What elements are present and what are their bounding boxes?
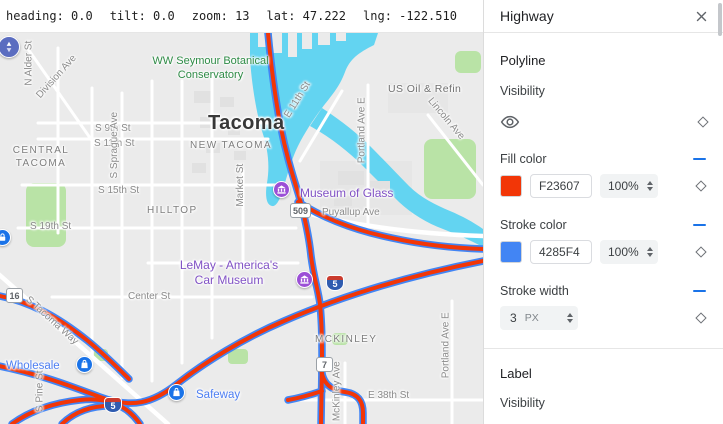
fill-opacity-stepper[interactable]: 100%	[600, 174, 658, 198]
stepper-arrows-icon[interactable]	[647, 181, 653, 191]
fill-color-hex-input[interactable]	[530, 174, 592, 198]
fill-color-label: Fill color	[500, 152, 547, 166]
stroke-width-remove-dash-icon[interactable]	[693, 289, 706, 293]
stroke-width-value: 3	[510, 311, 517, 325]
panel-title: Highway	[500, 8, 554, 24]
map-poi-shop-icon[interactable]	[76, 356, 93, 373]
label-visibility-label: Visibility	[500, 396, 545, 410]
map-label-museum[interactable]: LeMay - America's Car Museum	[179, 258, 279, 287]
stroke-opacity-stepper[interactable]: 100%	[600, 240, 658, 264]
map-label-street: S Tacoma Way	[23, 294, 81, 348]
streets-layer	[0, 46, 483, 424]
map-label-shop[interactable]: Safeway	[196, 389, 241, 401]
map-base-layers	[0, 33, 483, 424]
map-label-street: S 9th St	[95, 123, 131, 134]
map-label-district: HILLTOP	[147, 205, 198, 216]
panel-scrollbar[interactable]	[718, 3, 722, 36]
section-divider	[484, 348, 723, 349]
highway-shield: 5	[326, 275, 344, 291]
map-labels: WW Seymour Botanical Conservatory Tacoma N…	[0, 33, 483, 424]
visibility-inherit-diamond-icon[interactable]	[697, 116, 709, 128]
map-label-street: Division Ave	[34, 52, 79, 101]
highway-shield: 16	[6, 288, 23, 303]
map-label-street: S Pine St	[34, 370, 46, 413]
map-label-city: Tacoma	[208, 112, 285, 134]
map-label-street: Portland Ave E	[440, 312, 452, 379]
map-poi-control-icon[interactable]	[0, 36, 20, 58]
map-label-street: Portland Ave E	[356, 97, 368, 164]
section-label-title: Label	[500, 366, 532, 381]
map-label-street: Puyallup Ave	[322, 207, 380, 218]
map-label-street: S 11th St	[94, 138, 135, 149]
map-label-museum[interactable]: Museum of Glass	[300, 186, 394, 200]
map-poi-museum-icon[interactable]	[273, 181, 290, 198]
map-label-street: S 19th St	[30, 221, 72, 232]
stroke-width-label: Stroke width	[500, 284, 569, 298]
map-label-street: N Alder St	[23, 40, 35, 86]
stepper-arrows-icon[interactable]	[647, 247, 653, 257]
fill-color-swatch[interactable]	[500, 175, 522, 197]
stroke-width-stepper[interactable]: 3 PX	[500, 306, 578, 330]
highway-shield: 509	[290, 203, 312, 218]
fill-opacity-value: 100%	[608, 179, 639, 193]
stepper-arrows-icon[interactable]	[567, 313, 573, 323]
parks-layer	[26, 51, 481, 364]
map-poi-museum-icon[interactable]	[296, 271, 313, 288]
map-label-district: CENTRAL TACOMA	[12, 145, 70, 169]
map-label-shop[interactable]: Wholesale	[6, 360, 60, 372]
map-label-district: MCKINLEY	[315, 334, 378, 345]
stroke-color-inherit-diamond-icon[interactable]	[695, 246, 707, 258]
map-label-street: McKinley Ave	[331, 361, 343, 422]
section-polyline-title: Polyline	[500, 53, 546, 68]
zoom-readout: zoom: 13	[191, 9, 250, 23]
map-canvas[interactable]: WW Seymour Botanical Conservatory Tacoma N…	[0, 33, 483, 424]
visibility-eye-icon[interactable]	[500, 112, 520, 132]
style-panel: Highway Polyline Visibility Fill color	[483, 0, 723, 424]
fill-color-remove-dash-icon[interactable]	[693, 157, 706, 161]
map-label-district: NEW TACOMA	[190, 140, 272, 151]
stroke-color-remove-dash-icon[interactable]	[693, 223, 706, 227]
map-label-industrial: US Oil & Refin	[388, 83, 462, 95]
lng-readout: lng: -122.510	[363, 9, 457, 23]
map-info-bar: heading: 0.0 tilt: 0.0 zoom: 13 lat: 47.…	[0, 0, 483, 33]
stroke-width-inherit-diamond-icon[interactable]	[695, 312, 707, 324]
stroke-color-hex-input[interactable]	[530, 240, 592, 264]
stroke-opacity-value: 100%	[608, 245, 639, 259]
map-label-street: Center St	[128, 291, 171, 302]
map-label-street: S Sprague Ave	[109, 111, 121, 179]
map-label-street: E 38th St	[368, 390, 410, 401]
tilt-readout: tilt: 0.0	[109, 9, 175, 23]
lat-readout: lat: 47.222	[266, 9, 347, 23]
map-label-street: E 11th St	[282, 79, 313, 120]
close-icon[interactable]	[693, 8, 709, 24]
highway-shield: 5	[104, 397, 122, 413]
fill-color-inherit-diamond-icon[interactable]	[695, 180, 707, 192]
map-poi-lock-icon[interactable]	[0, 229, 11, 246]
map-poi-shop-icon[interactable]	[168, 384, 185, 401]
stroke-color-swatch[interactable]	[500, 241, 522, 263]
stroke-color-label: Stroke color	[500, 218, 567, 232]
stroke-width-unit: PX	[524, 312, 539, 324]
map-label-street: Market St	[235, 163, 247, 207]
map-label-street: S 15th St	[98, 185, 140, 196]
heading-readout: heading: 0.0	[6, 9, 93, 23]
panel-header: Highway	[484, 0, 723, 33]
map-label-street: Lincoln Ave	[425, 95, 467, 142]
map-label-park: WW Seymour Botanical Conservatory	[152, 55, 269, 81]
polyline-visibility-label: Visibility	[500, 84, 545, 98]
highway-shield: 7	[316, 357, 333, 372]
water-layer	[250, 33, 483, 247]
